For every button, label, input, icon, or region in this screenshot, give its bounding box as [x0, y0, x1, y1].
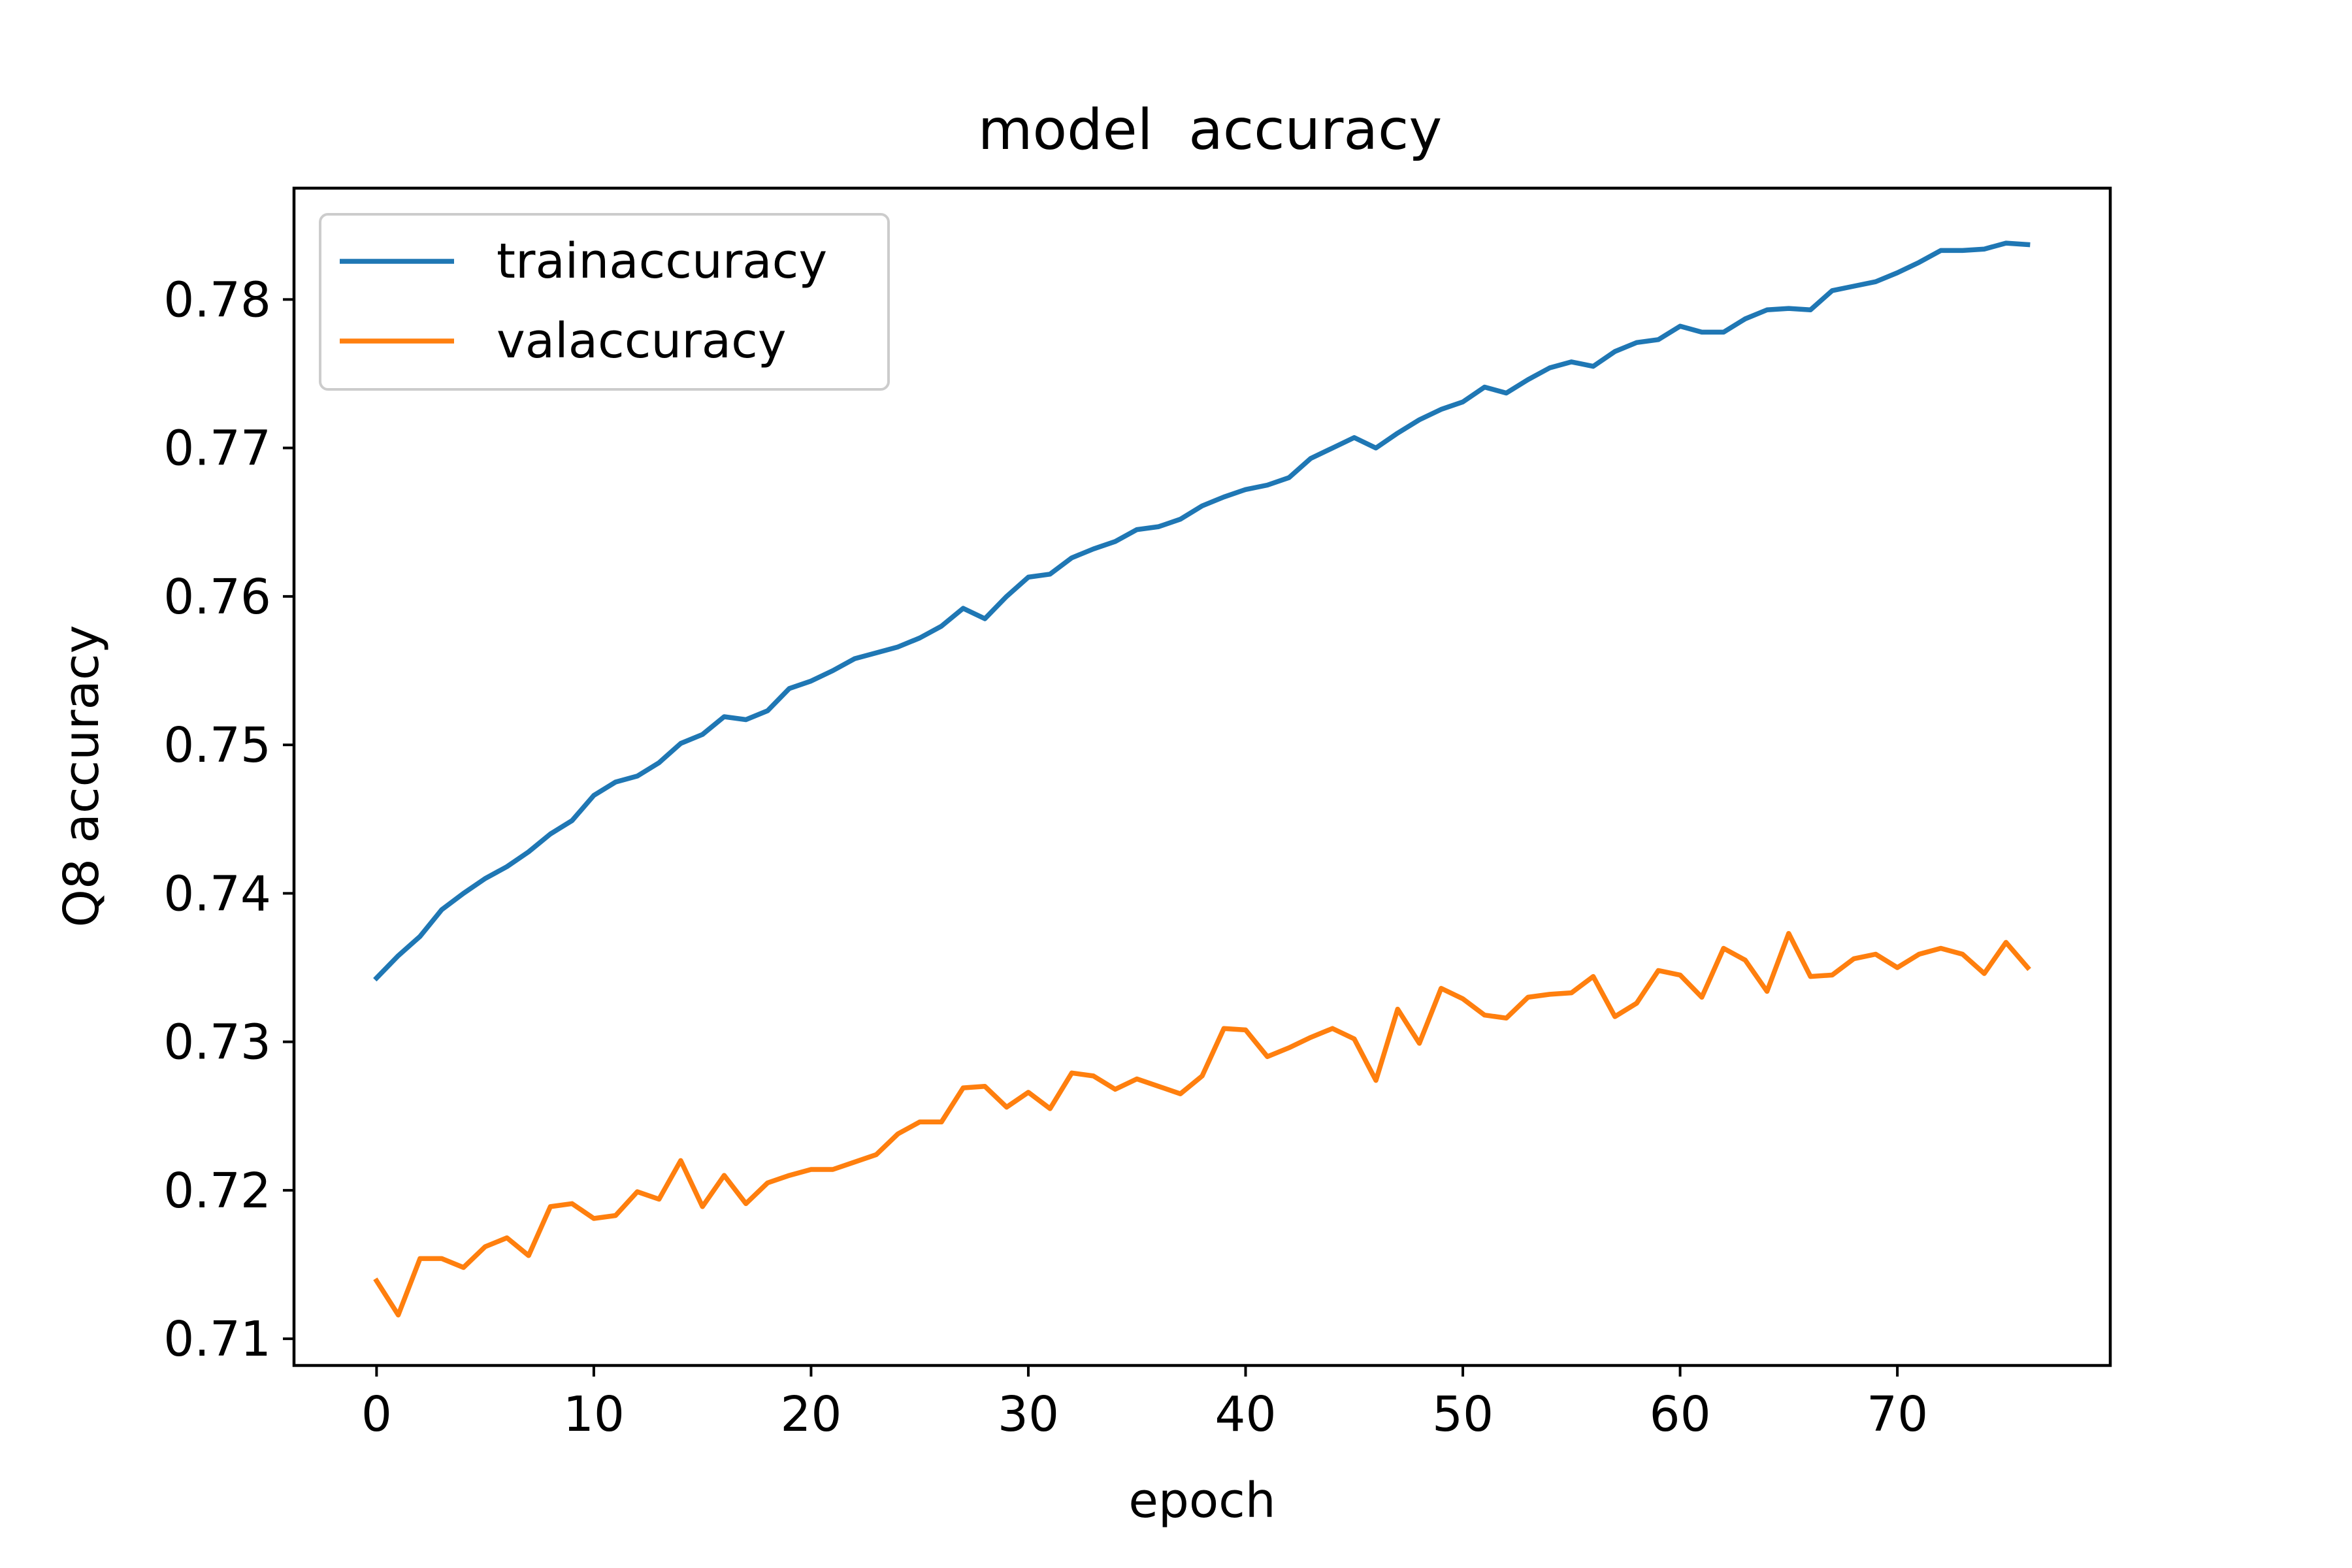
x-axis: 0 10 20 30 40 50 60 70: [361, 1365, 1928, 1443]
plot-frame: [292, 186, 2112, 1367]
legend-label-valaccuracy: valaccuracy: [497, 313, 787, 369]
plot-area: [292, 186, 2112, 1367]
series-line-trainaccuracy: [373, 240, 2031, 982]
y-tick-label: 0.73: [163, 1015, 271, 1071]
series-line-valaccuracy: [373, 930, 2031, 1318]
y-tick-label: 0.71: [163, 1311, 271, 1367]
x-tick-label: 50: [1432, 1386, 1494, 1443]
x-tick-label: 20: [780, 1386, 841, 1443]
y-tick-label: 0.75: [163, 717, 271, 774]
y-tick-label: 0.76: [163, 569, 271, 625]
x-axis-label: epoch: [1128, 1473, 1275, 1529]
x-tick-label: 70: [1867, 1386, 1928, 1443]
legend: trainaccuracy valaccuracy: [319, 213, 890, 391]
y-tick-label: 0.74: [163, 866, 271, 922]
x-tick-label: 0: [361, 1386, 392, 1443]
series-layer: [373, 240, 2031, 1318]
chart-title: model accuracy: [978, 97, 1442, 163]
y-tick-label: 0.78: [163, 272, 271, 328]
x-tick-label: 60: [1649, 1386, 1710, 1443]
y-tick-label: 0.72: [163, 1163, 271, 1219]
x-tick-label: 30: [998, 1386, 1059, 1443]
x-tick-label: 40: [1215, 1386, 1276, 1443]
y-tick-label: 0.77: [163, 421, 271, 477]
legend-box: [319, 213, 890, 391]
legend-label-trainaccuracy: trainaccuracy: [497, 233, 827, 289]
x-tick-label: 10: [563, 1386, 625, 1443]
y-axis-label: Q8 accuracy: [54, 625, 110, 928]
y-axis: 0.71 0.72 0.73 0.74 0.75 0.76 0.77 0.78: [163, 272, 294, 1367]
